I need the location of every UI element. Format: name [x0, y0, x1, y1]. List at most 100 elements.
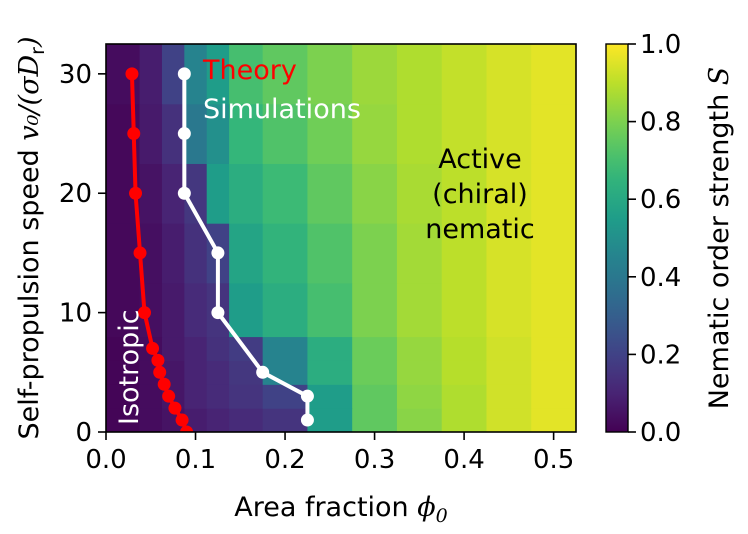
heatmap [106, 44, 576, 432]
heatmap-cell [307, 360, 353, 385]
heatmap-cell [396, 384, 443, 409]
simulation-point [300, 413, 314, 427]
heatmap-cell [531, 408, 576, 432]
x-tick-label: 0.2 [264, 445, 305, 475]
heatmap-cell [184, 384, 208, 409]
heatmap-cell [229, 223, 264, 284]
theory-point [146, 341, 160, 355]
heatmap-cell [441, 384, 488, 409]
simulation-point [300, 389, 314, 403]
heatmap-cell [352, 336, 398, 361]
heatmap-cell [206, 360, 230, 385]
heatmap-cell [206, 408, 230, 432]
heatmap-cell [441, 408, 488, 432]
heatmap-cell [184, 336, 208, 361]
plot-frame [105, 43, 577, 433]
data-series [125, 67, 314, 432]
heatmap-cell [161, 360, 185, 385]
colorbar [605, 43, 629, 433]
heatmap-cell [396, 103, 443, 164]
x-tick-label: 0.3 [354, 445, 395, 475]
heatmap-cell [352, 282, 398, 338]
x-tick-label: 0.0 [85, 445, 126, 475]
heatmap-cell [229, 408, 264, 432]
heatmap-cell [486, 408, 532, 432]
heatmap-cell [184, 223, 208, 284]
heatmap-cell [161, 163, 185, 224]
heatmap-cell [352, 103, 398, 164]
heatmap-cell [262, 163, 309, 224]
heatmap-cell [441, 336, 488, 361]
heatmap-cell [106, 336, 141, 361]
x-axis-label: Area fraction ϕ0 [234, 492, 448, 527]
heatmap-cell [486, 103, 532, 164]
heatmap-cell [229, 282, 264, 338]
heatmap-cell [486, 163, 532, 224]
legend-theory: Theory [202, 55, 297, 86]
heatmap-cell [206, 103, 230, 164]
heatmap-cell [352, 408, 398, 432]
heatmap-cell [262, 103, 309, 164]
heatmap-cell [262, 336, 309, 361]
heatmap-cell [206, 384, 230, 409]
heatmap-cell [441, 223, 488, 284]
theory-point [168, 401, 182, 415]
heatmap-cell [184, 408, 208, 432]
heatmap-cell [441, 360, 488, 385]
simulation-point [256, 365, 270, 379]
heatmap-cell [352, 360, 398, 385]
heatmap-cell [262, 282, 309, 338]
simulation-point [211, 306, 225, 320]
theory-point [129, 186, 143, 200]
colorbar-label: Nematic order strength S [704, 67, 735, 410]
heatmap-cell [531, 384, 576, 409]
heatmap-cell [352, 384, 398, 409]
y-axis: 0 10 20 30 [59, 60, 106, 448]
heatmap-cell [531, 163, 576, 224]
heatmap-cell [262, 360, 309, 385]
annotation-isotropic: Isotropic [114, 309, 145, 425]
heatmap-cell [486, 336, 532, 361]
heatmap-cell [262, 408, 309, 432]
colorbar-tick-label: 0.8 [640, 108, 681, 138]
heatmap-cell [307, 163, 353, 224]
heatmap-cell [139, 44, 163, 105]
simulation-point [211, 246, 225, 260]
series-line-simulations [182, 73, 310, 421]
heatmap-cell [106, 384, 141, 409]
heatmap-cell [229, 103, 264, 164]
heatmap-cell [486, 282, 532, 338]
colorbar-tick-label: 1.0 [640, 30, 681, 60]
theory-point [133, 246, 147, 260]
heatmap-cell [396, 360, 443, 385]
heatmap-cell [161, 336, 185, 361]
heatmap-cell [486, 384, 532, 409]
heatmap-cell [161, 44, 185, 105]
heatmap-cell [229, 384, 264, 409]
heatmap-cell [184, 163, 208, 224]
y-tick-label: 30 [59, 60, 92, 90]
theory-point [137, 306, 151, 320]
heatmap-cell [396, 336, 443, 361]
heatmap-cell [396, 44, 443, 105]
heatmap-cell [486, 223, 532, 284]
heatmap-cell [161, 223, 185, 284]
heatmap-cell [139, 408, 163, 432]
heatmap-cell [307, 103, 353, 164]
colorbar-axis: 0.0 0.2 0.4 0.6 0.8 1.0 [628, 30, 681, 448]
heatmap-cell [262, 44, 309, 105]
annotation-nematic: nematic [425, 214, 535, 245]
heatmap-cell [262, 384, 309, 409]
simulation-point [177, 127, 191, 141]
colorbar-tick-label: 0.2 [640, 340, 681, 370]
heatmap-cell [352, 223, 398, 284]
theory-point [162, 389, 176, 403]
simulation-point [177, 67, 191, 81]
heatmap-cell [441, 163, 488, 224]
heatmap-cell [229, 163, 264, 224]
heatmap-cell [106, 360, 141, 385]
y-tick-label: 20 [59, 179, 92, 209]
heatmap-cell [307, 223, 353, 284]
heatmap-cell [161, 103, 185, 164]
heatmap-cell [396, 408, 443, 432]
